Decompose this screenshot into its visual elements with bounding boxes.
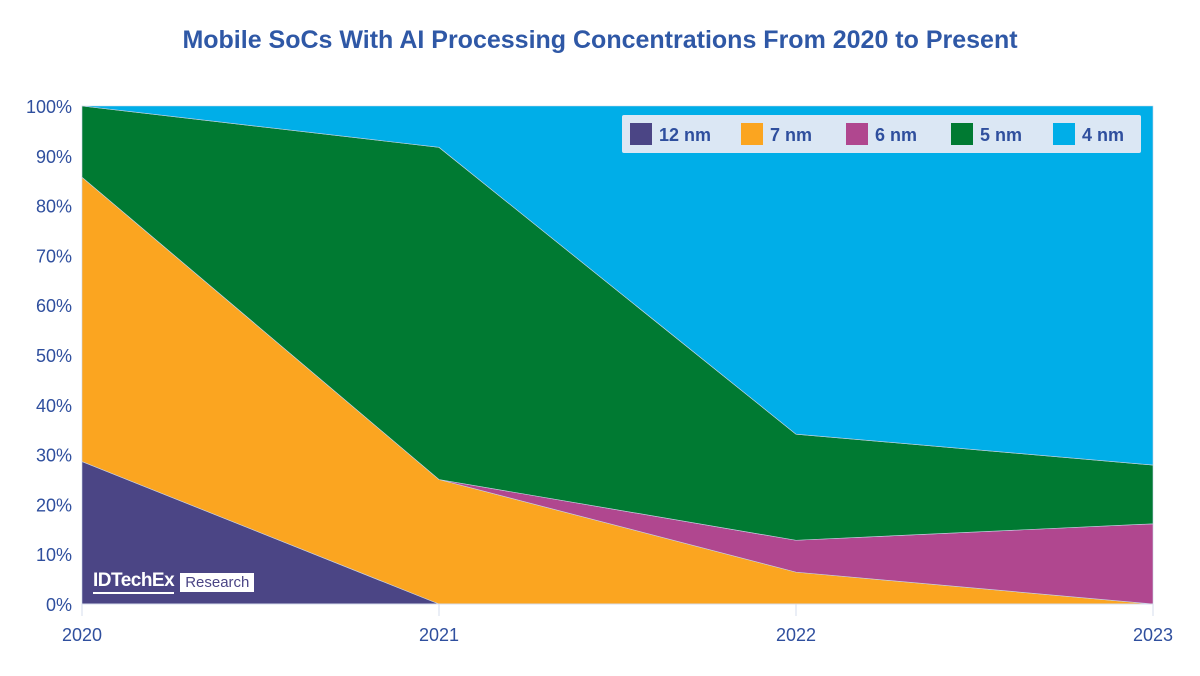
area-4nm [81,105,1154,466]
y-tick-label: 90% [36,147,72,167]
y-tick-label: 50% [36,346,72,366]
chart-title: Mobile SoCs With AI Processing Concentra… [182,26,1018,54]
legend-swatch [846,123,868,145]
x-tick-label: 2020 [62,625,102,645]
logo-brand: IDTechEx [93,570,175,594]
legend-label: 5 nm [980,125,1022,145]
legend-swatch [741,123,763,145]
y-tick-label: 80% [36,197,72,217]
x-tick-label: 2021 [419,625,459,645]
y-tick-label: 70% [36,246,72,266]
y-tick-label: 20% [36,495,72,515]
legend-swatch [1053,123,1075,145]
logo-suffix: Research [180,572,255,592]
y-tick-label: 30% [36,446,72,466]
legend-label: 4 nm [1082,125,1124,145]
y-tick-label: 10% [36,545,72,565]
legend-swatch [630,123,652,145]
legend-label: 12 nm [659,125,711,145]
legend-swatch [951,123,973,145]
y-tick-label: 100% [26,97,72,117]
y-tick-label: 0% [46,595,72,615]
x-tick-label: 2023 [1133,625,1173,645]
y-tick-label: 40% [36,396,72,416]
idtechex-logo: IDTechEx Research [93,570,255,594]
legend-label: 7 nm [770,125,812,145]
x-tick-label: 2022 [776,625,816,645]
y-tick-label: 60% [36,296,72,316]
legend-label: 6 nm [875,125,917,145]
